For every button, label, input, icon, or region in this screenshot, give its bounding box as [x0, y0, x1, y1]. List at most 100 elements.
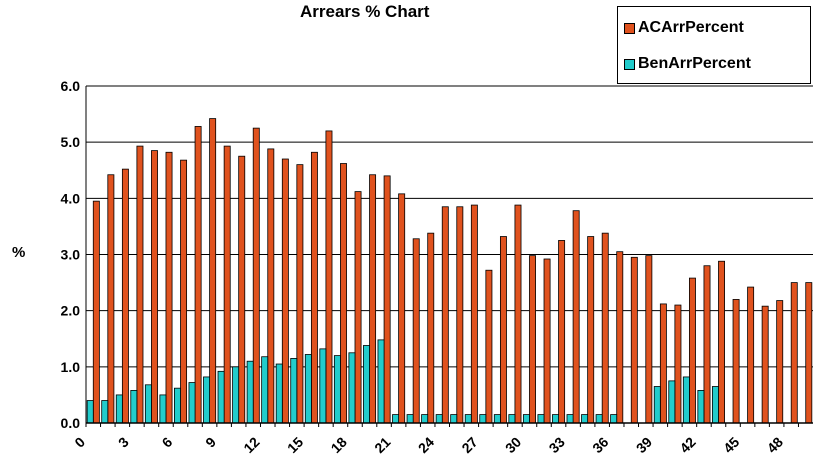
x-tick-label: 27 [458, 434, 480, 456]
bar-benarrpercent [144, 384, 152, 424]
x-tick-label: 0 [71, 434, 88, 451]
x-tick-label: 18 [328, 434, 350, 456]
y-tick-label: 5.0 [61, 134, 81, 150]
bar-acarrpercent [456, 206, 464, 424]
bar-acarrpercent [718, 260, 725, 424]
bar-acarrpercent [790, 282, 798, 424]
bar-benarrpercent [392, 414, 400, 424]
x-tick-label: 24 [415, 434, 437, 456]
bar-benarrpercent [101, 400, 109, 424]
bar-acarrpercent [121, 168, 129, 424]
bar-benarrpercent [581, 414, 589, 424]
bar-benarrpercent [610, 414, 618, 424]
bar-benarrpercent [130, 390, 138, 424]
bar-acarrpercent [223, 145, 231, 424]
bar-acarrpercent [703, 265, 711, 424]
bar-acarrpercent [514, 204, 522, 424]
bar-benarrpercent [377, 339, 385, 424]
bar-acarrpercent [747, 286, 755, 424]
y-tick-label: 3.0 [61, 247, 81, 263]
bar-benarrpercent [668, 380, 676, 424]
bar-acarrpercent [310, 151, 318, 424]
x-tick-label: 6 [159, 434, 176, 451]
legend-swatch-acarrpercent [624, 22, 635, 34]
bar-benarrpercent [333, 355, 341, 424]
bar-benarrpercent [348, 352, 356, 424]
bar-acarrpercent [107, 174, 115, 424]
bar-acarrpercent [296, 164, 304, 424]
y-axis-label: % [12, 244, 26, 261]
bar-benarrpercent [653, 386, 661, 424]
x-tick-label: 36 [589, 434, 611, 456]
bar-acarrpercent [659, 303, 667, 424]
bar-acarrpercent [732, 299, 740, 424]
bar-acarrpercent [499, 236, 507, 424]
bar-acarrpercent [776, 300, 784, 424]
x-tick-label: 15 [284, 434, 306, 456]
bar-acarrpercent [340, 163, 347, 424]
bar-benarrpercent [290, 358, 298, 424]
x-tick-label: 48 [764, 434, 786, 456]
bar-acarrpercent [252, 127, 260, 424]
bar-acarrpercent [194, 126, 202, 424]
bar-benarrpercent [275, 363, 283, 424]
legend-label-acarrpercent: ACArrPercent [638, 19, 744, 36]
bar-acarrpercent [281, 158, 289, 424]
y-tick-label: 6.0 [61, 78, 81, 94]
bar-benarrpercent [435, 414, 443, 424]
bar-acarrpercent [470, 204, 478, 424]
bar-benarrpercent [566, 414, 574, 424]
bar-benarrpercent [711, 386, 719, 424]
bar-acarrpercent [761, 305, 769, 424]
bar-acarrpercent [805, 282, 813, 424]
bar-acarrpercent [645, 255, 653, 424]
x-tick-label: 21 [371, 434, 393, 456]
x-tick-label: 9 [202, 434, 219, 451]
bar-benarrpercent [232, 366, 240, 424]
bar-acarrpercent [383, 175, 391, 424]
x-tick-label: 33 [546, 434, 568, 456]
bar-benarrpercent [493, 414, 501, 424]
y-tick-label: 0.0 [61, 415, 81, 431]
chart-title: Arrears % Chart [300, 2, 430, 21]
bar-acarrpercent [136, 145, 144, 424]
x-tick-label: 3 [115, 434, 132, 451]
bar-benarrpercent [174, 387, 181, 424]
bar-acarrpercent [587, 236, 595, 424]
bar-benarrpercent [682, 376, 690, 424]
bar-acarrpercent [558, 240, 566, 424]
bar-acarrpercent [151, 150, 158, 424]
bar-benarrpercent [86, 400, 94, 424]
bar-acarrpercent [398, 193, 406, 424]
bar-acarrpercent [674, 304, 682, 424]
bar-benarrpercent [464, 414, 472, 424]
bar-acarrpercent [412, 238, 420, 424]
bar-benarrpercent [261, 356, 269, 424]
bar-benarrpercent [421, 414, 429, 424]
bar-benarrpercent [319, 348, 327, 424]
x-tick-label: 39 [633, 434, 655, 456]
bar-acarrpercent [369, 174, 377, 424]
bar-acarrpercent [441, 206, 449, 424]
bar-benarrpercent [304, 354, 312, 424]
bar-benarrpercent [479, 414, 487, 424]
bar-benarrpercent [595, 414, 603, 424]
bar-acarrpercent [601, 232, 609, 424]
legend-item-benarrpercent: BenArrPercent [624, 53, 751, 75]
bar-benarrpercent [522, 414, 530, 424]
bar-benarrpercent [115, 394, 123, 424]
legend-swatch-benarrpercent [624, 58, 635, 70]
bar-acarrpercent [485, 269, 493, 424]
x-tick-label: 45 [720, 434, 742, 456]
bar-acarrpercent [689, 277, 696, 424]
bar-benarrpercent [552, 414, 559, 424]
bar-acarrpercent [238, 155, 246, 424]
bar-benarrpercent [450, 414, 458, 424]
bar-benarrpercent [508, 414, 516, 424]
bar-acarrpercent [180, 159, 188, 424]
legend-label-benarrpercent: BenArrPercent [638, 55, 751, 72]
bar-acarrpercent [92, 200, 100, 424]
bar-acarrpercent [630, 256, 638, 424]
bar-acarrpercent [354, 191, 362, 424]
